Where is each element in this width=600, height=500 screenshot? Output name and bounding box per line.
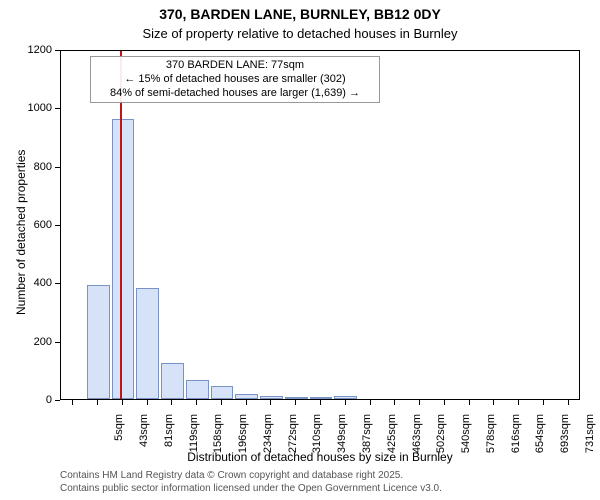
x-tick (444, 400, 445, 405)
y-tick (55, 283, 60, 284)
x-tick-label: 616sqm (510, 414, 522, 464)
x-tick-label: 463sqm (411, 414, 423, 464)
x-tick-label: 731sqm (584, 414, 596, 464)
y-tick-label: 600 (0, 219, 52, 231)
x-tick (370, 400, 371, 405)
histogram-bar (211, 386, 234, 399)
x-tick-label: 234sqm (262, 414, 274, 464)
y-tick (55, 400, 60, 401)
x-tick-label: 425sqm (386, 414, 398, 464)
x-tick (345, 400, 346, 405)
x-tick (72, 400, 73, 405)
x-tick-label: 119sqm (188, 414, 200, 464)
y-tick-label: 1200 (0, 44, 52, 56)
x-tick (270, 400, 271, 405)
x-tick-label: 272sqm (287, 414, 299, 464)
x-tick-label: 196sqm (237, 414, 249, 464)
x-tick-label: 310sqm (311, 414, 323, 464)
histogram-bar (235, 394, 258, 399)
x-tick-label: 502sqm (435, 414, 447, 464)
y-tick-label: 400 (0, 277, 52, 289)
y-tick (55, 225, 60, 226)
histogram-bar (87, 285, 110, 399)
histogram-bar (186, 380, 209, 399)
y-tick-label: 1000 (0, 102, 52, 114)
x-tick (97, 400, 98, 405)
annotation-line-1: 370 BARDEN LANE: 77sqm (95, 59, 375, 73)
footer-attribution: Contains HM Land Registry data © Crown c… (60, 470, 590, 495)
x-tick-label: 5sqm (113, 414, 125, 464)
y-axis-label: Number of detached properties (14, 150, 28, 315)
chart-container: 370, BARDEN LANE, BURNLEY, BB12 0DY Size… (0, 0, 600, 500)
histogram-bar (310, 397, 333, 399)
x-tick (394, 400, 395, 405)
y-tick (55, 167, 60, 168)
histogram-bar (161, 363, 184, 399)
annotation-box: 370 BARDEN LANE: 77sqm← 15% of detached … (90, 56, 380, 103)
histogram-bar (285, 397, 308, 399)
x-tick-label: 349sqm (336, 414, 348, 464)
x-tick (122, 400, 123, 405)
x-tick-label: 654sqm (534, 414, 546, 464)
x-tick (419, 400, 420, 405)
y-tick-label: 200 (0, 336, 52, 348)
histogram-bar (334, 396, 357, 399)
y-tick-label: 0 (0, 394, 52, 406)
histogram-bar (112, 119, 135, 399)
x-tick (493, 400, 494, 405)
histogram-bar (136, 288, 159, 399)
y-tick (55, 50, 60, 51)
y-tick-label: 800 (0, 161, 52, 173)
x-tick (469, 400, 470, 405)
x-tick (518, 400, 519, 405)
x-tick-label: 578sqm (485, 414, 497, 464)
chart-subtitle: Size of property relative to detached ho… (0, 26, 600, 41)
footer-line-1: Contains HM Land Registry data © Crown c… (60, 470, 590, 483)
y-tick (55, 342, 60, 343)
x-tick-label: 43sqm (138, 414, 150, 464)
histogram-bar (260, 396, 283, 400)
x-tick (196, 400, 197, 405)
x-tick (246, 400, 247, 405)
annotation-line-2: ← 15% of detached houses are smaller (30… (95, 73, 375, 87)
x-tick-label: 540sqm (460, 414, 472, 464)
footer-line-2: Contains public sector information licen… (60, 483, 590, 496)
x-tick (320, 400, 321, 405)
x-tick-label: 81sqm (163, 414, 175, 464)
x-tick (147, 400, 148, 405)
x-tick-label: 693sqm (559, 414, 571, 464)
x-tick (171, 400, 172, 405)
y-tick (55, 108, 60, 109)
annotation-line-3: 84% of semi-detached houses are larger (… (95, 87, 375, 101)
x-tick-label: 387sqm (361, 414, 373, 464)
x-tick (295, 400, 296, 405)
chart-title: 370, BARDEN LANE, BURNLEY, BB12 0DY (0, 6, 600, 22)
x-tick (543, 400, 544, 405)
x-tick-label: 158sqm (212, 414, 224, 464)
x-tick (221, 400, 222, 405)
x-tick (568, 400, 569, 405)
